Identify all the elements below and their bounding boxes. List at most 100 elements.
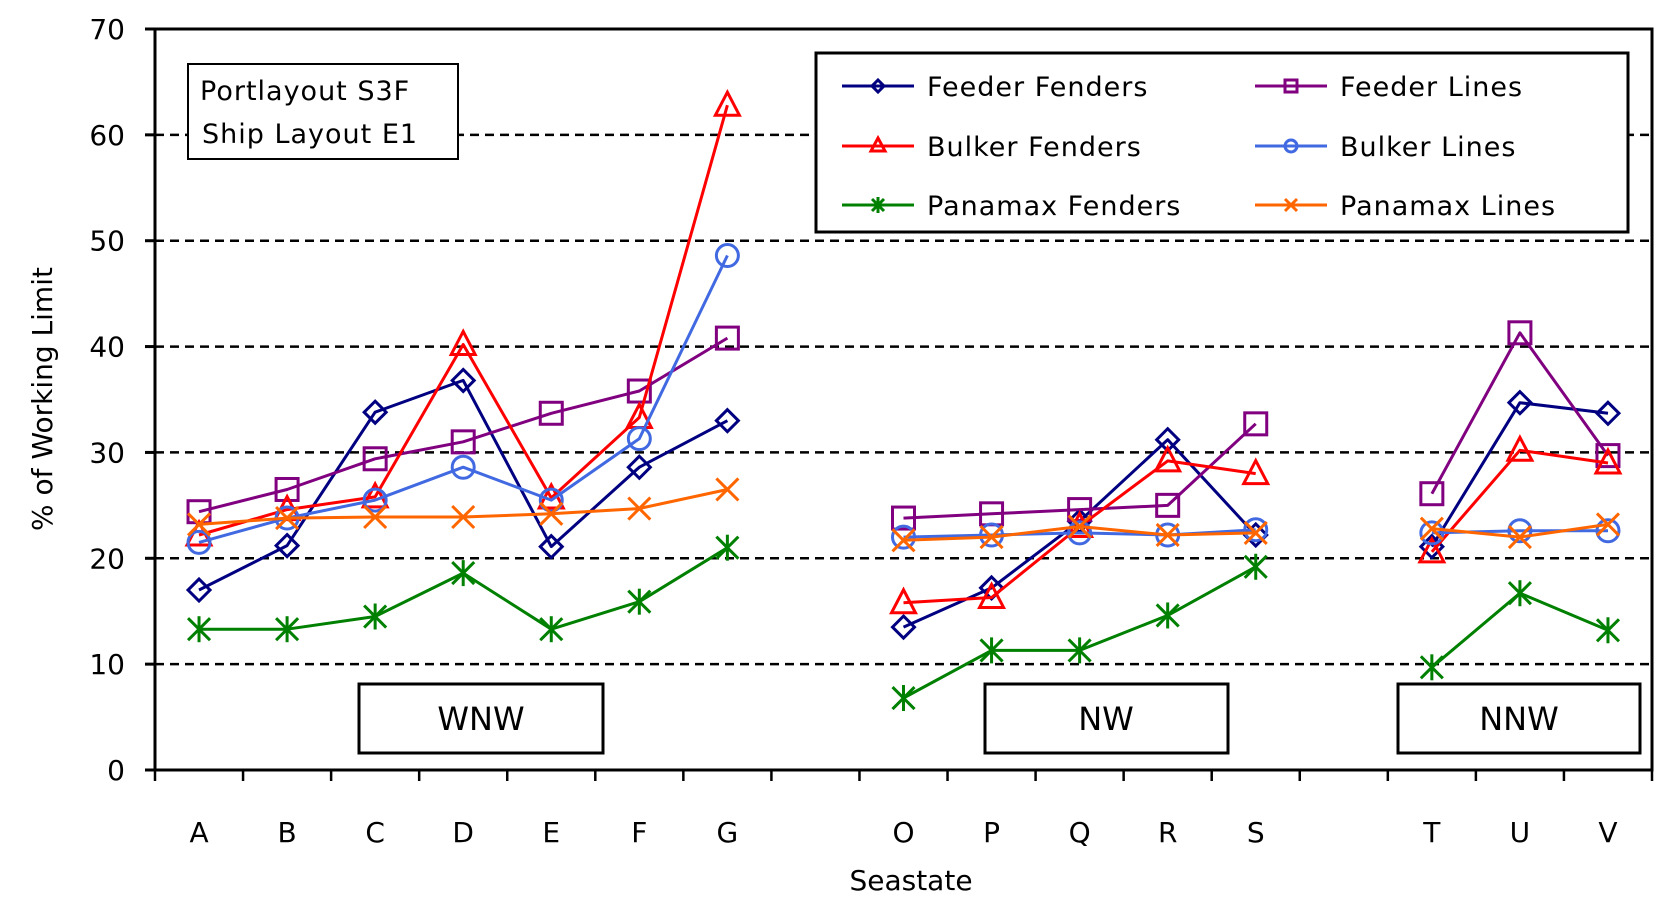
series-panamax-lines [186, 477, 1621, 553]
x-marker-icon [275, 505, 300, 531]
circle-marker-icon [714, 243, 740, 269]
diamond-marker-icon [273, 532, 301, 559]
group-label-nw: NW [983, 682, 1230, 755]
y-tick-label: 20 [89, 542, 125, 575]
star-marker-icon [275, 616, 300, 643]
x-marker-icon [1155, 522, 1180, 548]
x-marker-icon [715, 477, 740, 502]
legend-label: Feeder Lines [1340, 72, 1523, 103]
circle-marker-icon [1283, 138, 1299, 154]
triangle-marker-icon [448, 328, 478, 356]
y-tick-label: 60 [89, 119, 125, 152]
x-axis-title: Seastate [849, 864, 972, 897]
diamond-marker-icon [890, 613, 917, 641]
diamond-marker-icon [538, 533, 565, 560]
circle-marker-icon [1419, 520, 1445, 546]
star-marker-icon [539, 616, 564, 643]
legend-item: Bulker Lines [1255, 132, 1516, 163]
series-feeder-lines [186, 320, 1621, 531]
x-marker-icon [1419, 516, 1444, 541]
square-marker-icon [1507, 320, 1533, 346]
legend-item: Panamax Lines [1255, 191, 1556, 222]
x-marker-icon [891, 528, 916, 553]
diamond-marker-icon [869, 77, 887, 95]
group-label-nw-text: NW [1078, 700, 1134, 738]
series-feeder-fenders [185, 367, 1622, 641]
x-tick-label: U [1510, 816, 1531, 849]
diamond-marker-icon [714, 407, 741, 434]
info-box-ship-layout: Ship Layout E1 [202, 119, 418, 150]
circle-marker-icon [1507, 518, 1533, 544]
star-marker-icon [979, 637, 1004, 664]
x-marker-icon [1067, 514, 1092, 539]
star-marker-icon [627, 588, 652, 615]
y-tick-label: 0 [107, 754, 125, 787]
diamond-marker-icon [626, 454, 653, 481]
series-layer [184, 88, 1623, 712]
x-marker-icon [539, 501, 564, 526]
circle-marker-icon [1067, 520, 1093, 546]
legend-label: Panamax Lines [1340, 191, 1556, 222]
x-tick-label: S [1247, 816, 1265, 849]
group-label-nnw-text: NNW [1479, 700, 1559, 738]
circle-marker-icon [362, 487, 388, 513]
x-marker-icon [186, 512, 212, 537]
square-marker-icon [1283, 78, 1299, 94]
legend-item: Bulker Fenders [842, 132, 1142, 163]
x-tick-label: C [365, 816, 385, 849]
triangle-marker-icon [889, 586, 918, 615]
diamond-marker-icon [185, 576, 213, 604]
diamond-marker-icon [450, 367, 477, 394]
circle-marker-icon [1243, 517, 1269, 543]
diamond-marker-icon [1506, 389, 1534, 416]
info-box: Portlayout S3F Ship Layout E1 [187, 63, 459, 160]
y-tick-label: 50 [89, 225, 125, 258]
circle-marker-icon [450, 454, 476, 480]
legend-item: Feeder Lines [1255, 72, 1523, 103]
x-tick-label: O [892, 816, 914, 849]
square-marker-icon [891, 505, 916, 531]
triangle-marker-icon [1593, 446, 1623, 475]
x-tick-label: F [631, 816, 647, 849]
circle-marker-icon [186, 529, 212, 555]
square-marker-icon [1595, 443, 1621, 469]
y-axis: 0 10 20 30 40 50 60 70 [89, 13, 155, 787]
square-marker-icon [1155, 492, 1181, 518]
triangle-marker-icon [1153, 444, 1183, 473]
star-marker-icon [1595, 617, 1621, 644]
star-marker-icon [891, 685, 916, 712]
legend: Feeder Fenders Feeder Lines Bulker Fenders… [814, 51, 1630, 234]
legend-label: Bulker Fenders [927, 132, 1142, 163]
x-tick-label: E [542, 816, 560, 849]
x-tick-label: V [1598, 816, 1617, 849]
x-tick-label: B [277, 816, 296, 849]
star-marker-icon [1507, 580, 1532, 607]
y-tick-label: 70 [89, 13, 125, 46]
star-marker-icon [1155, 602, 1180, 629]
x-marker-icon [1595, 512, 1621, 537]
legend-item: Feeder Fenders [842, 72, 1147, 103]
legend-label: Panamax Fenders [927, 191, 1181, 222]
triangle-marker-icon [1505, 434, 1535, 462]
star-marker-icon [451, 560, 476, 587]
y-tick-label: 40 [89, 331, 125, 364]
diamond-marker-icon [1594, 400, 1622, 427]
square-marker-icon [714, 325, 740, 351]
x-marker-icon [1243, 520, 1268, 545]
star-marker-icon [1419, 654, 1444, 681]
triangle-marker-icon [1241, 457, 1271, 486]
x-tick-label: D [452, 816, 474, 849]
triangle-marker-icon [360, 480, 390, 509]
x-marker-icon [451, 504, 476, 530]
x-marker-icon [979, 525, 1004, 550]
x-tick-label: G [717, 816, 739, 849]
legend-label: Bulker Lines [1340, 132, 1516, 163]
star-marker-icon [870, 197, 886, 213]
info-box-port-layout: Portlayout S3F [200, 76, 410, 107]
circle-marker-icon [538, 487, 564, 513]
plot-frame [153, 27, 1654, 772]
group-label-wnw-text: WNW [437, 700, 524, 738]
triangle-marker-icon [977, 581, 1007, 609]
